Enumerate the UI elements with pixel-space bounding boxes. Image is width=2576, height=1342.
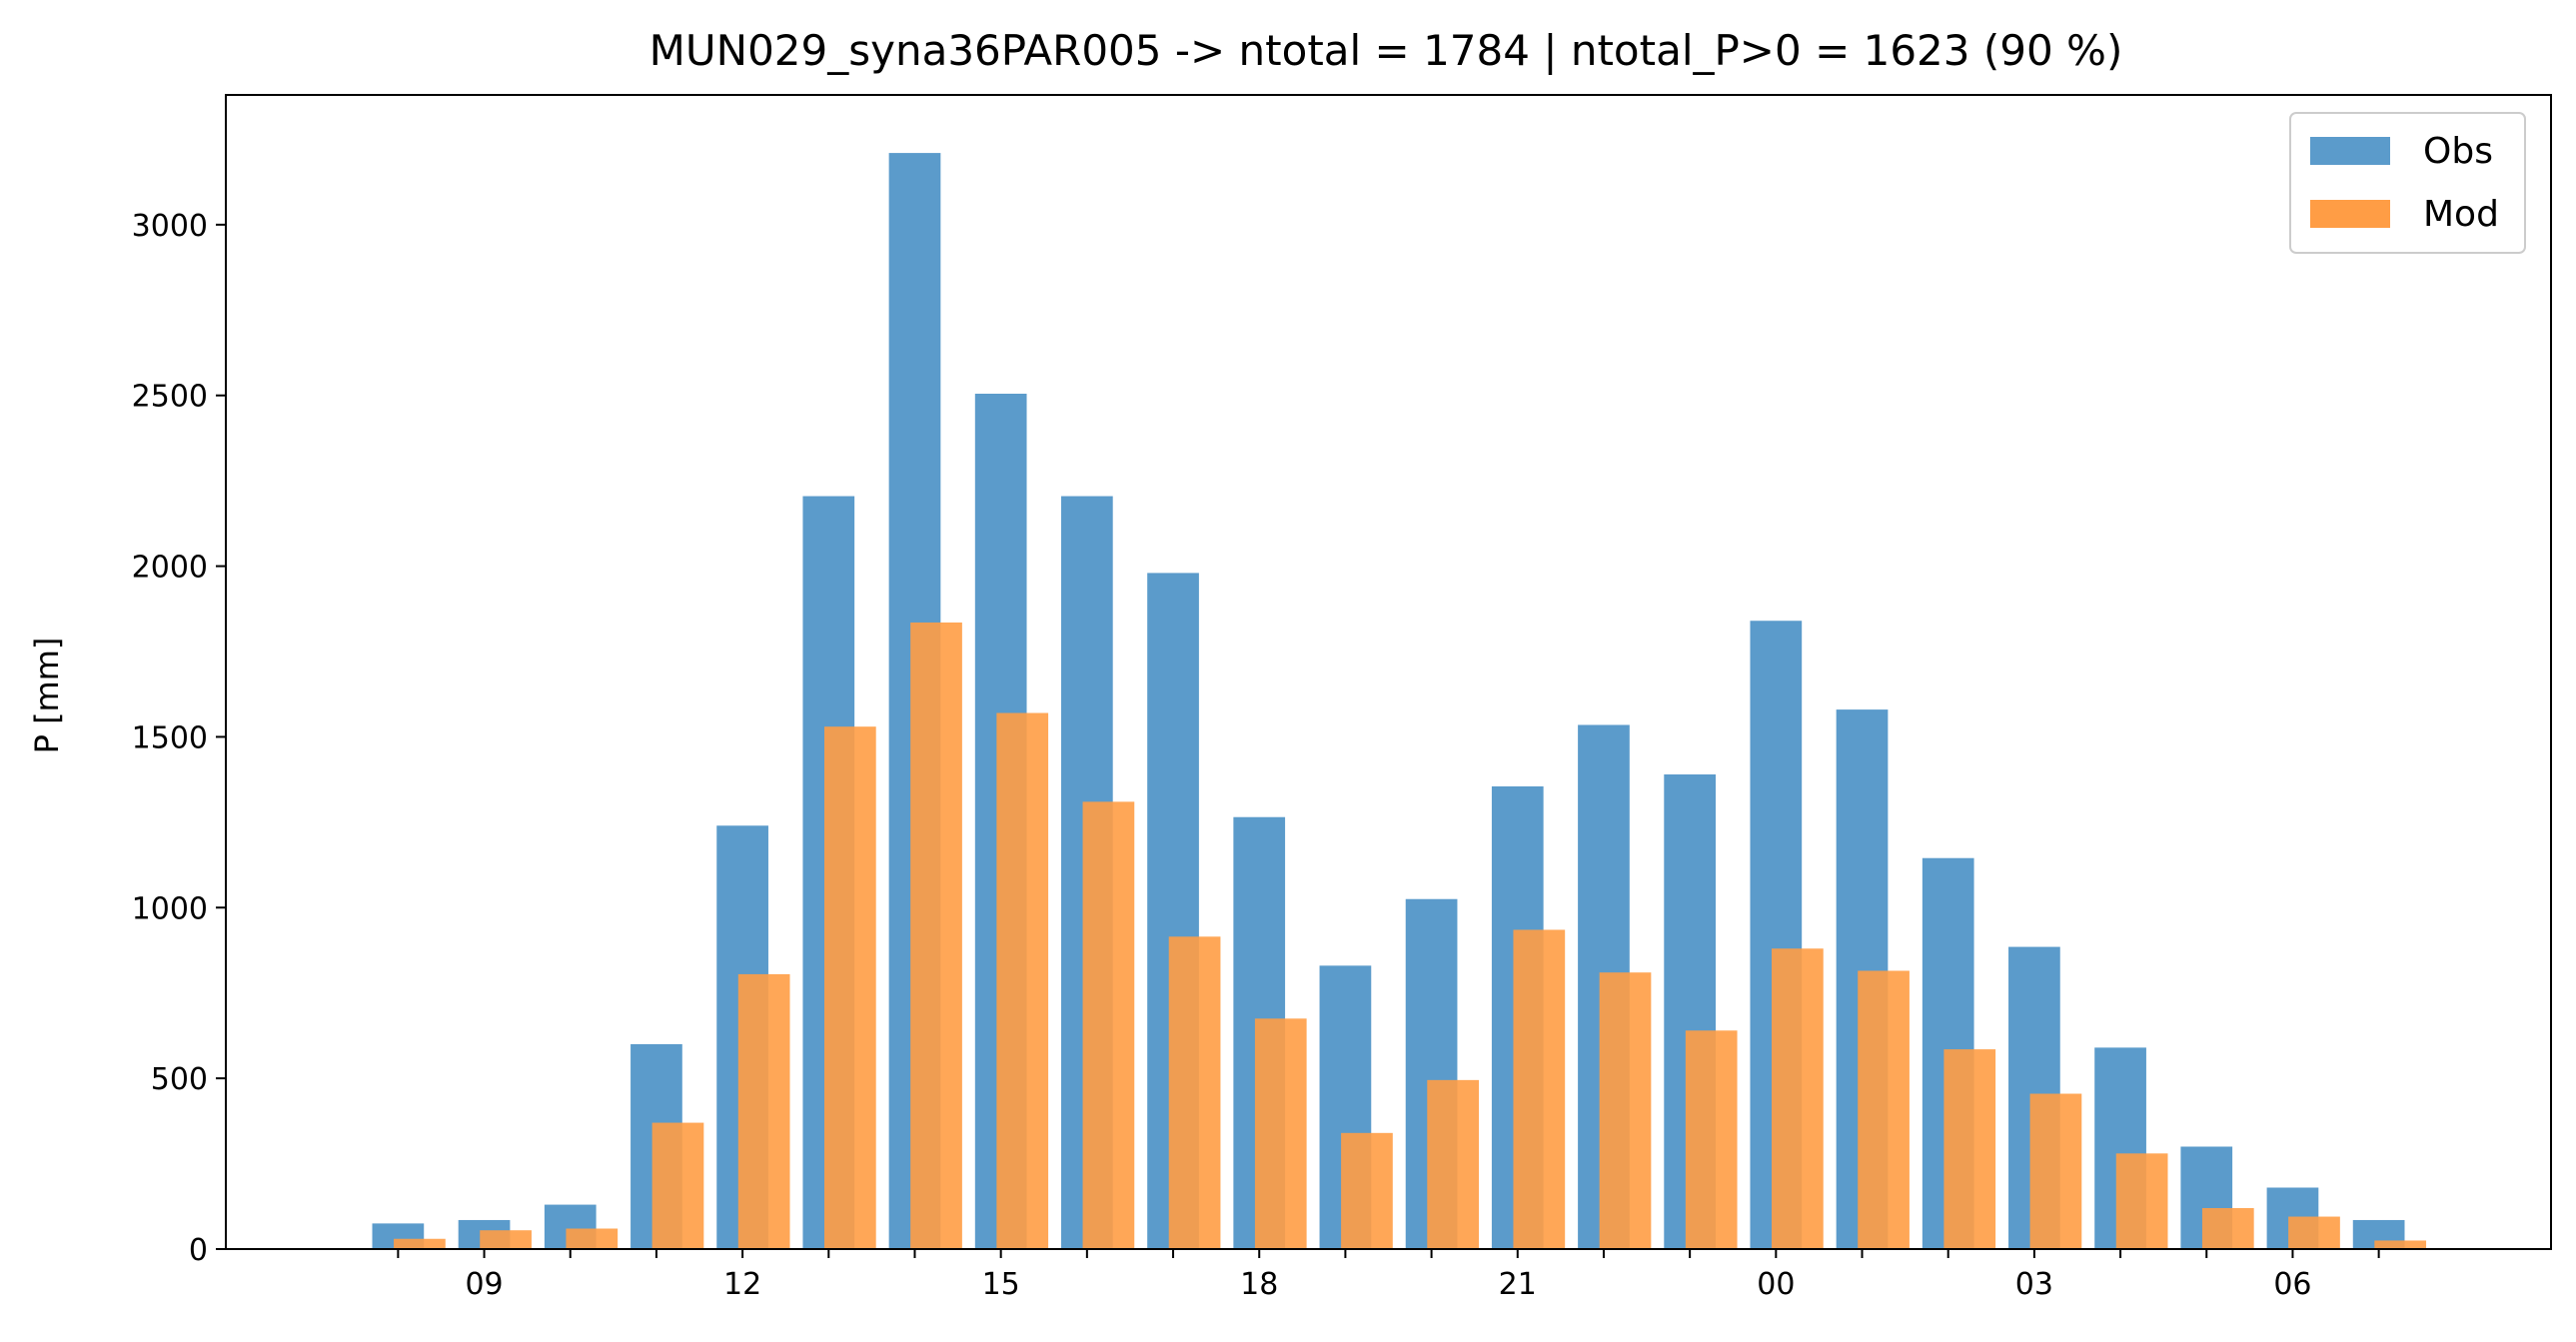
x-tick-label: 09 bbox=[465, 1267, 503, 1302]
y-tick-label: 500 bbox=[151, 1062, 208, 1097]
x-tick-label: 12 bbox=[723, 1267, 761, 1302]
mod-bar bbox=[651, 1122, 704, 1249]
x-tick-label: 15 bbox=[982, 1267, 1020, 1302]
mod-bar bbox=[2374, 1240, 2427, 1249]
mod-bar bbox=[1513, 929, 1566, 1249]
mod-bar bbox=[1254, 1018, 1307, 1249]
y-tick-label: 0 bbox=[189, 1233, 208, 1268]
mod-bar bbox=[394, 1238, 446, 1249]
mod-bar bbox=[1685, 1030, 1738, 1249]
y-tick-label: 1500 bbox=[132, 720, 208, 755]
y-tick-label: 3000 bbox=[132, 209, 208, 244]
mod-bar bbox=[1168, 936, 1221, 1249]
x-tick-label: 21 bbox=[1499, 1267, 1537, 1302]
legend-swatch bbox=[2310, 200, 2390, 228]
mod-bar bbox=[1858, 970, 1910, 1249]
mod-bar bbox=[1772, 948, 1824, 1249]
mod-bar bbox=[2201, 1207, 2254, 1249]
x-tick-label: 03 bbox=[2015, 1267, 2053, 1302]
mod-bar bbox=[1341, 1132, 1393, 1249]
mod-bars bbox=[394, 622, 2427, 1249]
y-tick-label: 2500 bbox=[132, 380, 208, 415]
mod-bar bbox=[2029, 1093, 2082, 1249]
legend-label: Obs bbox=[2423, 131, 2493, 172]
mod-bar bbox=[566, 1228, 619, 1249]
mod-bar bbox=[910, 622, 962, 1249]
mod-bar bbox=[1599, 972, 1652, 1249]
mod-bar bbox=[2115, 1153, 2168, 1249]
y-axis: 0 500 1000 1500 2000 2500 3000 bbox=[132, 209, 226, 1268]
chart-title: MUN029_syna36PAR005 -> ntotal = 1784 | n… bbox=[649, 26, 2123, 75]
mod-bar bbox=[2288, 1216, 2340, 1249]
x-axis: 09 12 15 18 21 00 03 06 bbox=[397, 1249, 2380, 1302]
legend: Obs Mod bbox=[2289, 112, 2526, 254]
mod-bar bbox=[480, 1230, 532, 1249]
x-tick-label: 18 bbox=[1240, 1267, 1278, 1302]
mod-bar bbox=[1427, 1079, 1479, 1249]
y-tick-label: 1000 bbox=[132, 891, 208, 926]
legend-swatch bbox=[2310, 137, 2390, 165]
mod-bar bbox=[1082, 801, 1135, 1249]
x-tick-label: 00 bbox=[1757, 1267, 1795, 1302]
plot-frame bbox=[225, 94, 2552, 1250]
mod-bar bbox=[737, 973, 790, 1249]
mod-bar bbox=[996, 712, 1049, 1249]
mod-bar bbox=[1943, 1049, 1996, 1249]
mod-bar bbox=[823, 726, 876, 1249]
legend-label: Mod bbox=[2423, 194, 2499, 235]
x-tick-label: 06 bbox=[2273, 1267, 2311, 1302]
y-axis-label: P [mm] bbox=[28, 638, 66, 754]
y-tick-label: 2000 bbox=[132, 551, 208, 586]
